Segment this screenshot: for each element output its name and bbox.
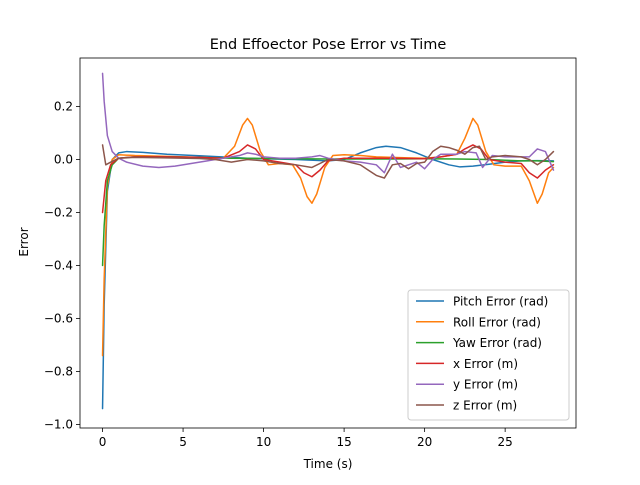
x-axis-label: Time (s) <box>303 457 353 471</box>
x-tick-label: 10 <box>256 435 271 449</box>
legend-label-1: Pitch Error (rad) <box>453 295 548 309</box>
chart-title: End Effoector Pose Error vs Time <box>210 37 447 53</box>
y-tick-label: −0.2 <box>44 206 73 220</box>
y-tick-label: −1.0 <box>44 418 73 432</box>
legend-label-3: Yaw Error (rad) <box>452 336 542 350</box>
y-tick-label: −0.6 <box>44 312 73 326</box>
x-tick-label: 5 <box>179 435 187 449</box>
plot-frame <box>79 57 577 429</box>
y-tick-label: 0.0 <box>54 153 73 167</box>
series-layer <box>101 72 555 410</box>
y-tick-label: −0.8 <box>44 365 73 379</box>
series-line-6 <box>101 144 555 179</box>
axes: 0 5 10 15 20 25 −1.0 −0.8 −0.6 −0.4 −0.2 0.0 0.2 <box>44 57 577 449</box>
legend: Pitch Error (rad) Roll Error (rad) Yaw Err… <box>407 289 570 421</box>
x-tick-label: 20 <box>417 435 432 449</box>
y-tick-label: −0.4 <box>44 259 73 273</box>
x-tick-label: 25 <box>498 435 513 449</box>
legend-label-5: y Error (m) <box>453 378 518 392</box>
y-tick-label: 0.2 <box>54 100 73 114</box>
y-axis-label: Error <box>17 227 31 256</box>
legend-label-4: x Error (m) <box>453 357 518 371</box>
legend-label-6: z Error (m) <box>453 399 517 413</box>
x-tick-label: 15 <box>336 435 351 449</box>
x-tick-label: 0 <box>99 435 107 449</box>
legend-label-2: Roll Error (rad) <box>453 315 541 329</box>
legend-box <box>407 289 570 421</box>
